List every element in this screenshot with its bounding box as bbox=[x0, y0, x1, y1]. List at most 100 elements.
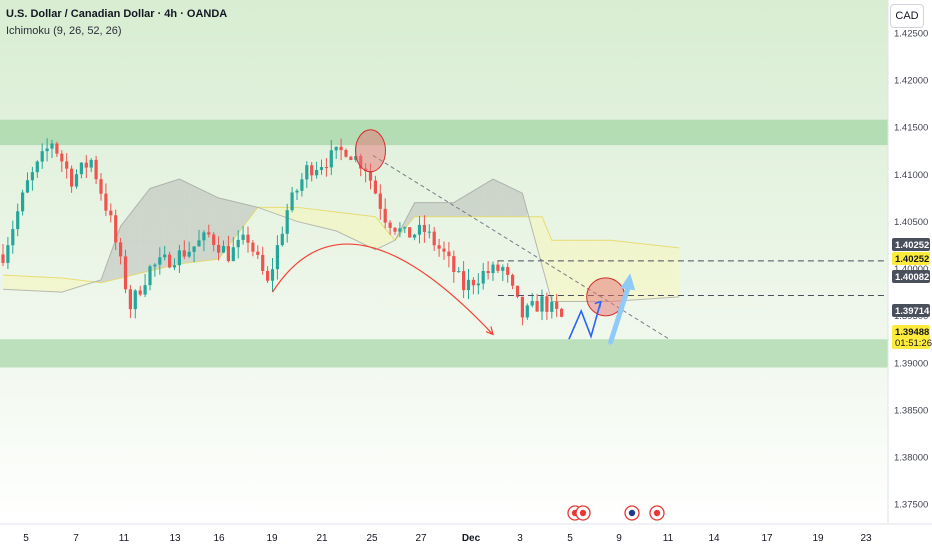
candle-body bbox=[236, 239, 240, 248]
candle-body bbox=[437, 245, 441, 249]
candle-body bbox=[231, 247, 235, 262]
arc-arrowhead bbox=[485, 326, 494, 336]
cloud-segment bbox=[223, 199, 229, 253]
candle-body bbox=[285, 210, 289, 234]
y-tick-label: 1.38500 bbox=[894, 405, 928, 416]
symbol-title: U.S. Dollar / Canadian Dollar · 4h · OAN… bbox=[6, 8, 228, 20]
candle-body bbox=[339, 146, 343, 151]
cloud-segment bbox=[174, 179, 180, 266]
cloud-segment bbox=[355, 214, 361, 243]
candle-body bbox=[457, 271, 461, 273]
candle-body bbox=[241, 234, 245, 240]
arc-path bbox=[271, 243, 494, 335]
cloud-segment bbox=[140, 194, 146, 274]
candle-body bbox=[172, 265, 177, 268]
cloud-segment bbox=[375, 216, 381, 250]
candle-body bbox=[79, 162, 83, 175]
cloud-segment bbox=[365, 215, 371, 248]
candle-body bbox=[476, 283, 480, 286]
candle-body bbox=[11, 229, 15, 246]
x-tick-label: 11 bbox=[119, 533, 130, 544]
candle-body bbox=[143, 285, 147, 295]
cloud-segment bbox=[468, 190, 474, 217]
candle-body bbox=[560, 308, 564, 317]
candle-body bbox=[535, 301, 539, 312]
cloud-segment bbox=[71, 279, 77, 290]
candle-body bbox=[506, 267, 510, 275]
candle-body bbox=[378, 193, 382, 209]
candle-body bbox=[354, 156, 358, 161]
candle-body bbox=[226, 246, 230, 262]
candle-body bbox=[168, 254, 172, 268]
candle-body bbox=[114, 215, 118, 243]
cloud-segment bbox=[448, 202, 454, 217]
y-tick-label: 1.41500 bbox=[894, 123, 928, 134]
candle-body bbox=[525, 305, 529, 318]
price-label: 1.40082 bbox=[895, 272, 929, 283]
cloud-segment bbox=[189, 183, 195, 263]
candle-body bbox=[550, 301, 554, 312]
projection-arrow-head bbox=[620, 273, 636, 291]
cloud-segment bbox=[458, 196, 464, 217]
x-tick-label: 13 bbox=[169, 533, 181, 544]
candle-body bbox=[466, 279, 471, 291]
forecast-arrowhead bbox=[594, 300, 602, 308]
candle-body bbox=[413, 234, 417, 238]
candle-body bbox=[393, 227, 397, 232]
cloud-segment bbox=[502, 183, 508, 217]
candle-body bbox=[94, 159, 98, 180]
cloud-segment bbox=[42, 277, 48, 292]
cloud-segment bbox=[566, 240, 572, 302]
cloud-segment bbox=[380, 222, 386, 248]
cloud-segment bbox=[537, 216, 542, 266]
candle-body bbox=[481, 270, 485, 284]
cloud-segment bbox=[179, 179, 185, 264]
x-tick-label: 17 bbox=[761, 533, 773, 544]
cloud-segment bbox=[581, 240, 587, 302]
cloud-segment bbox=[321, 210, 327, 229]
candle-body bbox=[530, 301, 534, 306]
cloud-segment bbox=[350, 213, 356, 241]
cloud-segment bbox=[47, 277, 52, 292]
candle-body bbox=[344, 150, 348, 157]
candle-body bbox=[55, 143, 59, 154]
cloud-segment bbox=[301, 207, 307, 224]
y-tick-label: 1.41000 bbox=[894, 170, 928, 181]
cloud-segment bbox=[316, 209, 322, 228]
candle-body bbox=[158, 257, 162, 265]
price-label-box bbox=[892, 270, 930, 283]
candle-body bbox=[182, 250, 186, 257]
candle-body bbox=[462, 271, 466, 291]
cloud-segment bbox=[27, 276, 33, 291]
candle-body bbox=[45, 148, 49, 152]
cloud-segment bbox=[56, 277, 62, 293]
cloud-segment bbox=[326, 210, 332, 230]
candle-body bbox=[491, 264, 495, 274]
cloud-segment bbox=[385, 228, 391, 246]
cloud-segment bbox=[576, 240, 582, 302]
price-label: 1.40252 bbox=[895, 240, 929, 251]
x-tick-label: 11 bbox=[663, 533, 674, 544]
currency-button[interactable]: CAD bbox=[890, 4, 924, 28]
x-tick-label: 19 bbox=[266, 533, 278, 544]
cloud-segment bbox=[512, 188, 518, 217]
cloud-segment bbox=[664, 246, 670, 298]
candle-body bbox=[30, 172, 34, 181]
cloud-segment bbox=[640, 243, 645, 300]
cloud-segment bbox=[561, 240, 567, 302]
candle-body bbox=[6, 245, 10, 263]
candle-body bbox=[197, 240, 201, 247]
candle-body bbox=[383, 208, 387, 223]
y-tick-label: 1.38000 bbox=[894, 453, 928, 464]
candle-body bbox=[84, 162, 88, 168]
candle-body bbox=[1, 254, 5, 263]
candle-body bbox=[70, 168, 74, 187]
cloud-segment bbox=[453, 199, 459, 217]
candle-body bbox=[432, 231, 436, 246]
candle-body bbox=[427, 231, 431, 233]
candle-body bbox=[207, 232, 211, 235]
cloud-segment bbox=[66, 278, 72, 291]
candle-body bbox=[300, 179, 304, 191]
